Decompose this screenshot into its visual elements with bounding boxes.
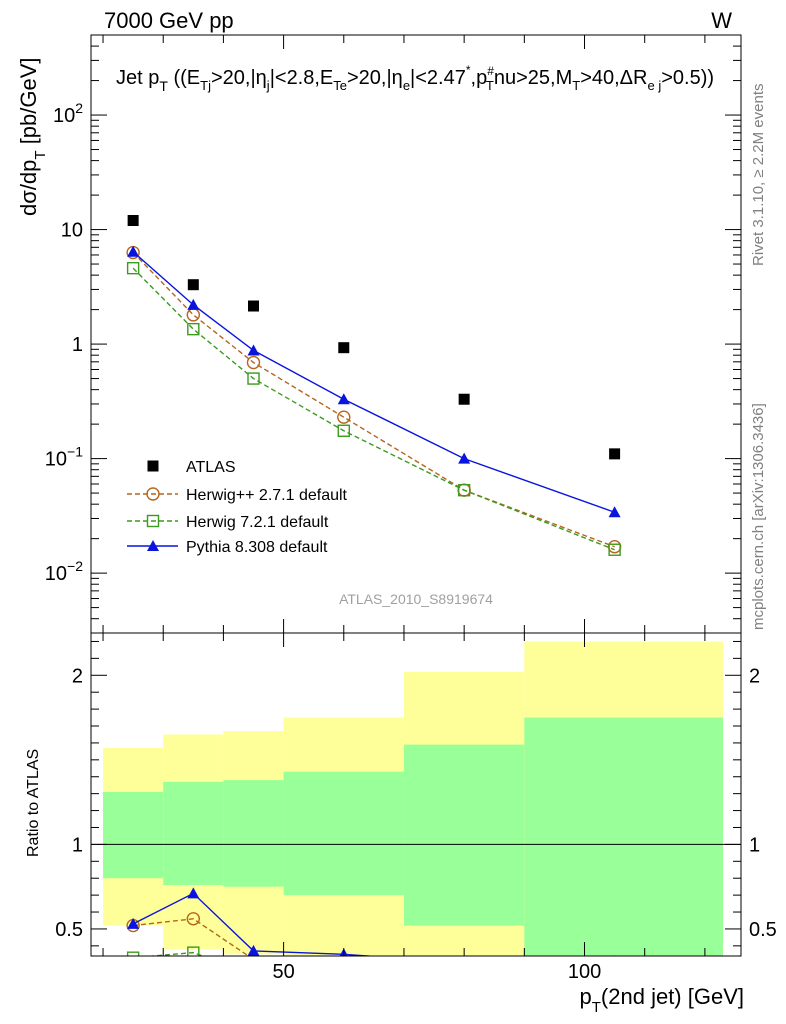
data-point (458, 393, 470, 405)
ratio-data-point (458, 957, 470, 968)
ratio-y-tick-label: 0.5 (55, 919, 83, 941)
data-point (127, 245, 140, 257)
data-point (247, 372, 260, 385)
data-point (337, 393, 350, 405)
x-tick-label: 50 (272, 961, 294, 983)
ratio-y-tick-label: 2 (72, 665, 83, 687)
ratio-data-point (127, 917, 140, 929)
ratio-data-point (458, 980, 470, 992)
main-y-tick-label: 1 (72, 334, 83, 356)
mcplots-label: mcplots.cern.ch [arXiv:1306.3436] (750, 403, 767, 630)
data-point (246, 355, 261, 370)
ratio-plot: 0.5 0.5 1 1 2 2 50 100 Ratio to ATLAS pT(2nd je… (25, 632, 777, 1016)
ratio-band-inner (223, 780, 284, 887)
ratio-bands (91, 641, 741, 956)
main-y-tick-label: 102 (53, 100, 83, 127)
ratio-band-inner (403, 744, 525, 926)
data-point (609, 448, 621, 460)
ratio-band-inner (283, 771, 404, 896)
data-point (186, 308, 201, 322)
x-axis-label: pT(2nd jet) [GeV] (580, 984, 745, 1016)
legend-label: Herwig++ 2.7.1 default (186, 487, 348, 504)
ratio-plot-frame (90, 632, 742, 957)
ratio-data (126, 887, 616, 992)
main-y-tick-label: 10 (61, 220, 83, 242)
ratio-band-inner (524, 717, 723, 956)
ratio-data-point (187, 887, 200, 899)
data-point (338, 342, 350, 354)
data-point (247, 344, 260, 356)
ratio-y-tick-label-right: 0.5 (749, 919, 777, 941)
data-point (248, 300, 259, 312)
data-point (608, 543, 621, 556)
ratio-y-tick-label: 1 (72, 834, 83, 856)
legend-label: Pythia 8.308 default (186, 539, 328, 556)
data-point (187, 322, 200, 336)
series-line (132, 251, 615, 513)
rivet-version-label: Rivet 3.1.10, ≥ 2.2M events (750, 83, 767, 267)
legend-marker (146, 487, 160, 501)
data-point (608, 506, 621, 518)
ratio-data-point (338, 976, 349, 987)
analysis-label: ATLAS_2010_S8919674 (339, 591, 493, 607)
ratio-data-point (126, 951, 140, 956)
main-plot: 10−2 10−1 1 10 102 Jet pT ((ETj>20,|ηj|<2.8,… (16, 34, 742, 634)
ratio-data-point (338, 965, 350, 977)
data-point (126, 261, 140, 275)
plot-title: Jet pT ((ETj>20,|ηj|<2.8,ETe>20,|ηe|<2.4… (116, 63, 714, 94)
ratio-y-axis-label: Ratio to ATLAS (25, 749, 42, 857)
data-point (337, 410, 351, 424)
main-axis-ticks (91, 34, 741, 634)
ratio-series-line (132, 892, 378, 956)
legend: ATLAS Herwig++ 2.7.1 default Herwig 7.2.1 … (127, 459, 348, 556)
ratio-band-inner (163, 781, 224, 885)
main-y-tick-label: 10−1 (45, 444, 83, 471)
x-tick-label: 100 (568, 961, 601, 983)
main-y-tick-label: 10−2 (45, 558, 83, 585)
main-y-axis-label: dσ/dpT [pb/GeV] (16, 57, 49, 216)
legend-marker (147, 460, 159, 472)
main-data (126, 214, 622, 556)
ratio-data-point (614, 955, 616, 956)
data-point (127, 214, 139, 226)
series-line (132, 267, 615, 551)
ratio-data-point (187, 946, 200, 956)
ratio-tick-labels: 0.5 0.5 1 1 2 2 50 100 (55, 665, 777, 983)
ratio-y-tick-label-right: 1 (749, 834, 760, 856)
ratio-data-point (248, 969, 259, 980)
ratio-data-point (186, 912, 201, 926)
data-point (458, 452, 471, 464)
ratio-series-line (144, 951, 205, 956)
ratio-data-point (247, 944, 260, 956)
ratio-axis-ticks (91, 633, 741, 956)
ratio-band-inner (103, 791, 164, 879)
legend-label: Herwig 7.2.1 default (186, 514, 329, 531)
data-point (187, 298, 200, 310)
ratio-y-tick-label-right: 2 (749, 665, 760, 687)
data-point (187, 279, 199, 291)
legend-marker (147, 540, 159, 551)
legend-label: ATLAS (186, 459, 236, 476)
ratio-data-point (459, 981, 470, 992)
data-point (457, 483, 471, 497)
legend-marker (146, 514, 160, 528)
ratio-series-line (133, 918, 250, 956)
data-point (337, 424, 350, 437)
header-right: W (711, 8, 732, 33)
header-left: 7000 GeV pp (104, 8, 234, 33)
main-y-tick-labels: 10−2 10−1 1 10 102 (45, 100, 83, 585)
